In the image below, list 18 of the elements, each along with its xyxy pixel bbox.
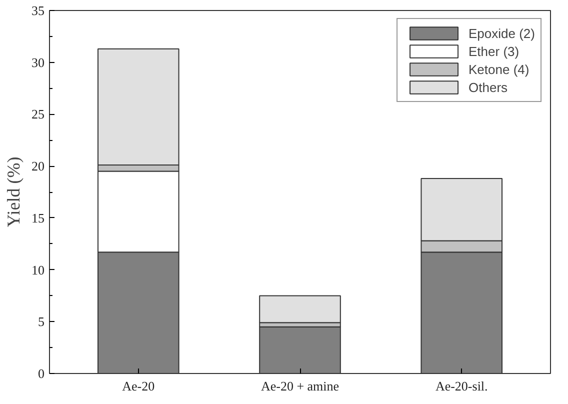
- x-tick-label: Ae-20 + amine: [260, 378, 340, 394]
- y-tick-label: 35: [32, 3, 44, 18]
- legend-label: Ketone (4): [468, 62, 530, 76]
- x-tick-label: Ae-20-sil.: [435, 378, 488, 394]
- legend-label: Ether (3): [468, 44, 520, 58]
- y-tick-label: 15: [32, 210, 44, 226]
- bar: [259, 326, 341, 374]
- y-tick-label: 20: [32, 158, 44, 174]
- bar: [259, 295, 341, 324]
- y-tick-label: 5: [38, 314, 44, 330]
- y-tick-label: 30: [32, 54, 44, 70]
- y-tick-label: 10: [32, 262, 44, 278]
- x-tick-label: Ae-20: [122, 378, 155, 394]
- y-tick-label: 0: [38, 366, 44, 381]
- legend-label: Epoxide (2): [468, 26, 535, 40]
- legend-label: Others: [468, 80, 508, 94]
- y-axis-title: Yield (%): [4, 156, 24, 228]
- y-tick-label: 25: [32, 106, 44, 122]
